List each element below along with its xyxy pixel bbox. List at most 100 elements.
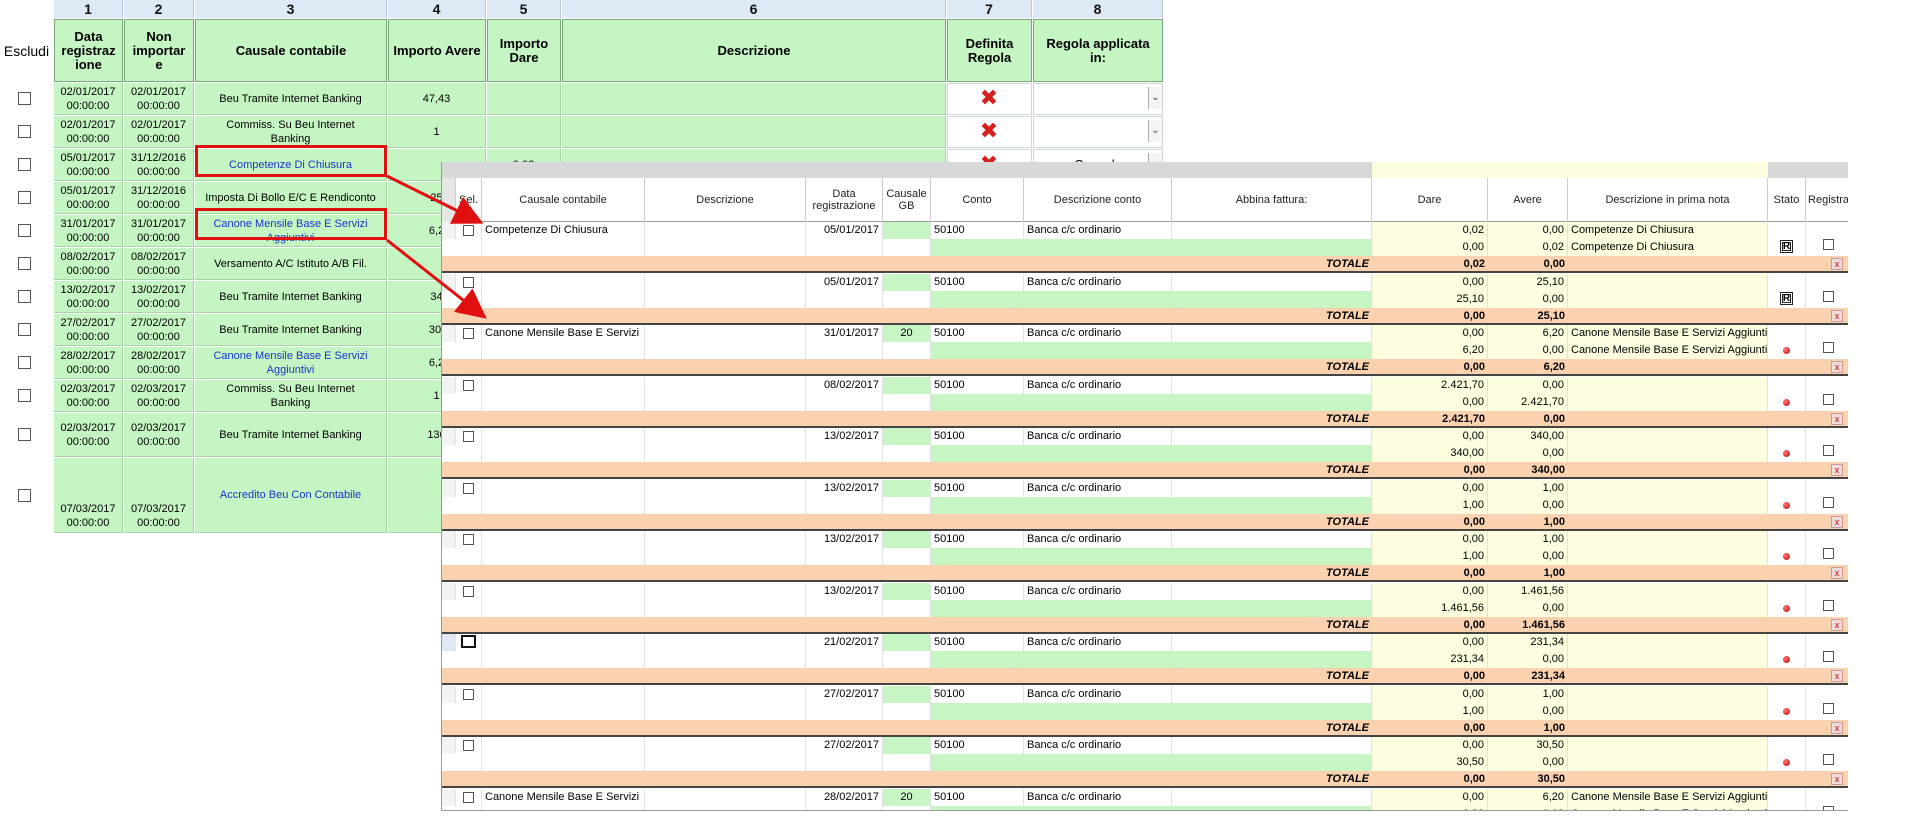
descrizione[interactable] [645,222,806,239]
escludi-checkbox[interactable] [18,224,31,237]
registra-checkbox[interactable] [1823,239,1834,250]
header-abbina-fattura[interactable]: Abbina fattura: [1172,178,1372,222]
avere[interactable]: 25,10 [1488,273,1568,291]
descrizione-prima-nota[interactable] [1568,393,1768,411]
descrizione[interactable] [645,531,806,548]
causale-gb[interactable] [883,376,931,394]
chevron-down-icon[interactable]: ⌄ [1148,120,1162,142]
select-checkbox[interactable] [463,431,474,442]
delete-icon[interactable]: x [1831,618,1843,631]
avere[interactable]: 340,00 [1488,428,1568,445]
avere[interactable]: 0,00 [1488,496,1568,514]
avere[interactable]: 30,50 [1488,737,1568,754]
abbina-fattura[interactable] [1172,702,1372,720]
conto[interactable]: 50100 [931,376,1024,394]
dare[interactable]: 0,00 [1372,531,1488,548]
abbina-fattura[interactable] [1172,599,1372,617]
escludi-checkbox[interactable] [18,356,31,369]
select-checkbox[interactable] [463,740,474,751]
header-importo-avere[interactable]: Importo Avere [388,19,486,82]
delete-icon[interactable]: x [1831,515,1843,528]
descrizione[interactable] [645,685,806,703]
header-causale-contabile[interactable]: Causale contabile [482,178,645,222]
select-checkbox[interactable] [463,534,474,545]
abbina-fattura[interactable] [1172,737,1372,754]
escludi-checkbox[interactable] [18,125,31,138]
dare[interactable]: 2.421,70 [1372,376,1488,394]
dare[interactable]: 0,00 [1372,685,1488,703]
dare[interactable]: 0,00 [1372,479,1488,497]
abbina-fattura[interactable] [1172,342,1372,359]
row-selector[interactable] [442,222,456,239]
cell-causale-contabile[interactable]: Accredito Beu Con Contabile [195,458,387,533]
abbina-fattura[interactable] [1172,754,1372,771]
delete-icon[interactable]: x [1831,412,1843,425]
select-checkbox[interactable] [463,379,474,391]
dare[interactable]: 1,00 [1372,496,1488,514]
abbina-fattura[interactable] [1172,445,1372,462]
descrizione[interactable] [645,582,806,600]
conto[interactable]: 50100 [931,685,1024,703]
avere[interactable]: 0,00 [1488,599,1568,617]
descrizione-prima-nota[interactable] [1568,685,1768,703]
descrizione[interactable] [645,634,806,651]
conto[interactable] [931,496,1024,514]
delete-icon[interactable]: x [1831,258,1843,270]
descrizione[interactable] [645,273,806,291]
avere[interactable]: 2.421,70 [1488,393,1568,411]
abbina-fattura[interactable] [1172,239,1372,256]
delete-icon[interactable]: x [1831,721,1843,734]
delete-icon[interactable]: x [1831,670,1843,682]
escludi-checkbox[interactable] [18,290,31,303]
descrizione[interactable] [645,239,806,256]
header-stato[interactable]: Stato [1768,178,1806,222]
avere[interactable]: 6,20 [1488,788,1568,806]
conto[interactable] [931,754,1024,771]
header-causale-contabile[interactable]: Causale contabile [195,19,387,82]
header-importo-dare[interactable]: Importo Dare [487,19,561,82]
conto[interactable] [931,342,1024,359]
dare[interactable]: 0,00 [1372,737,1488,754]
avere[interactable]: 0,00 [1488,222,1568,239]
descrizione[interactable] [645,737,806,754]
descrizione-prima-nota[interactable] [1568,376,1768,394]
registra-checkbox[interactable] [1823,393,1834,405]
conto[interactable]: 50100 [931,325,1024,342]
avere[interactable]: 0,00 [1488,805,1568,810]
descrizione-prima-nota[interactable] [1568,702,1768,720]
header-regola-applicata[interactable]: Regola applicata in: [1033,19,1163,82]
dare[interactable]: 30,50 [1372,754,1488,771]
escludi-checkbox[interactable] [18,257,31,270]
conto[interactable] [931,239,1024,256]
descrizione-prima-nota[interactable] [1568,634,1768,651]
descrizione[interactable] [645,805,806,810]
avere[interactable]: 0,00 [1488,342,1568,359]
descrizione-prima-nota[interactable]: Competenze Di Chiusura [1568,239,1768,256]
avere[interactable]: 0,02 [1488,239,1568,256]
row-selector[interactable] [442,788,456,806]
dare[interactable]: 0,00 [1372,273,1488,291]
cell-causale-contabile[interactable]: Canone Mensile Base E Servizi Aggiuntivi [195,347,387,379]
abbina-fattura[interactable] [1172,428,1372,445]
dare[interactable]: 231,34 [1372,651,1488,668]
descrizione-prima-nota[interactable] [1568,531,1768,548]
conto[interactable]: 50100 [931,273,1024,291]
dare[interactable]: 1,00 [1372,548,1488,565]
causale-gb[interactable]: 20 [883,325,931,342]
abbina-fattura[interactable] [1172,222,1372,239]
row-selector[interactable] [442,531,456,548]
select-checkbox[interactable] [463,482,474,494]
regola-select[interactable] [1033,116,1163,148]
header-dare[interactable]: Dare [1372,178,1488,222]
registra-checkbox[interactable] [1823,599,1834,611]
avere[interactable]: 6,20 [1488,325,1568,342]
descrizione-prima-nota[interactable] [1568,599,1768,617]
registra-checkbox[interactable] [1823,290,1834,302]
header-descrizione-prima-nota[interactable]: Descrizione in prima nota [1568,178,1768,222]
registra-checkbox[interactable] [1823,342,1834,353]
descrizione-prima-nota[interactable] [1568,754,1768,771]
causale-gb[interactable] [883,685,931,703]
dare[interactable]: 0,00 [1372,634,1488,651]
abbina-fattura[interactable] [1172,634,1372,651]
dare[interactable]: 1.461,56 [1372,599,1488,617]
